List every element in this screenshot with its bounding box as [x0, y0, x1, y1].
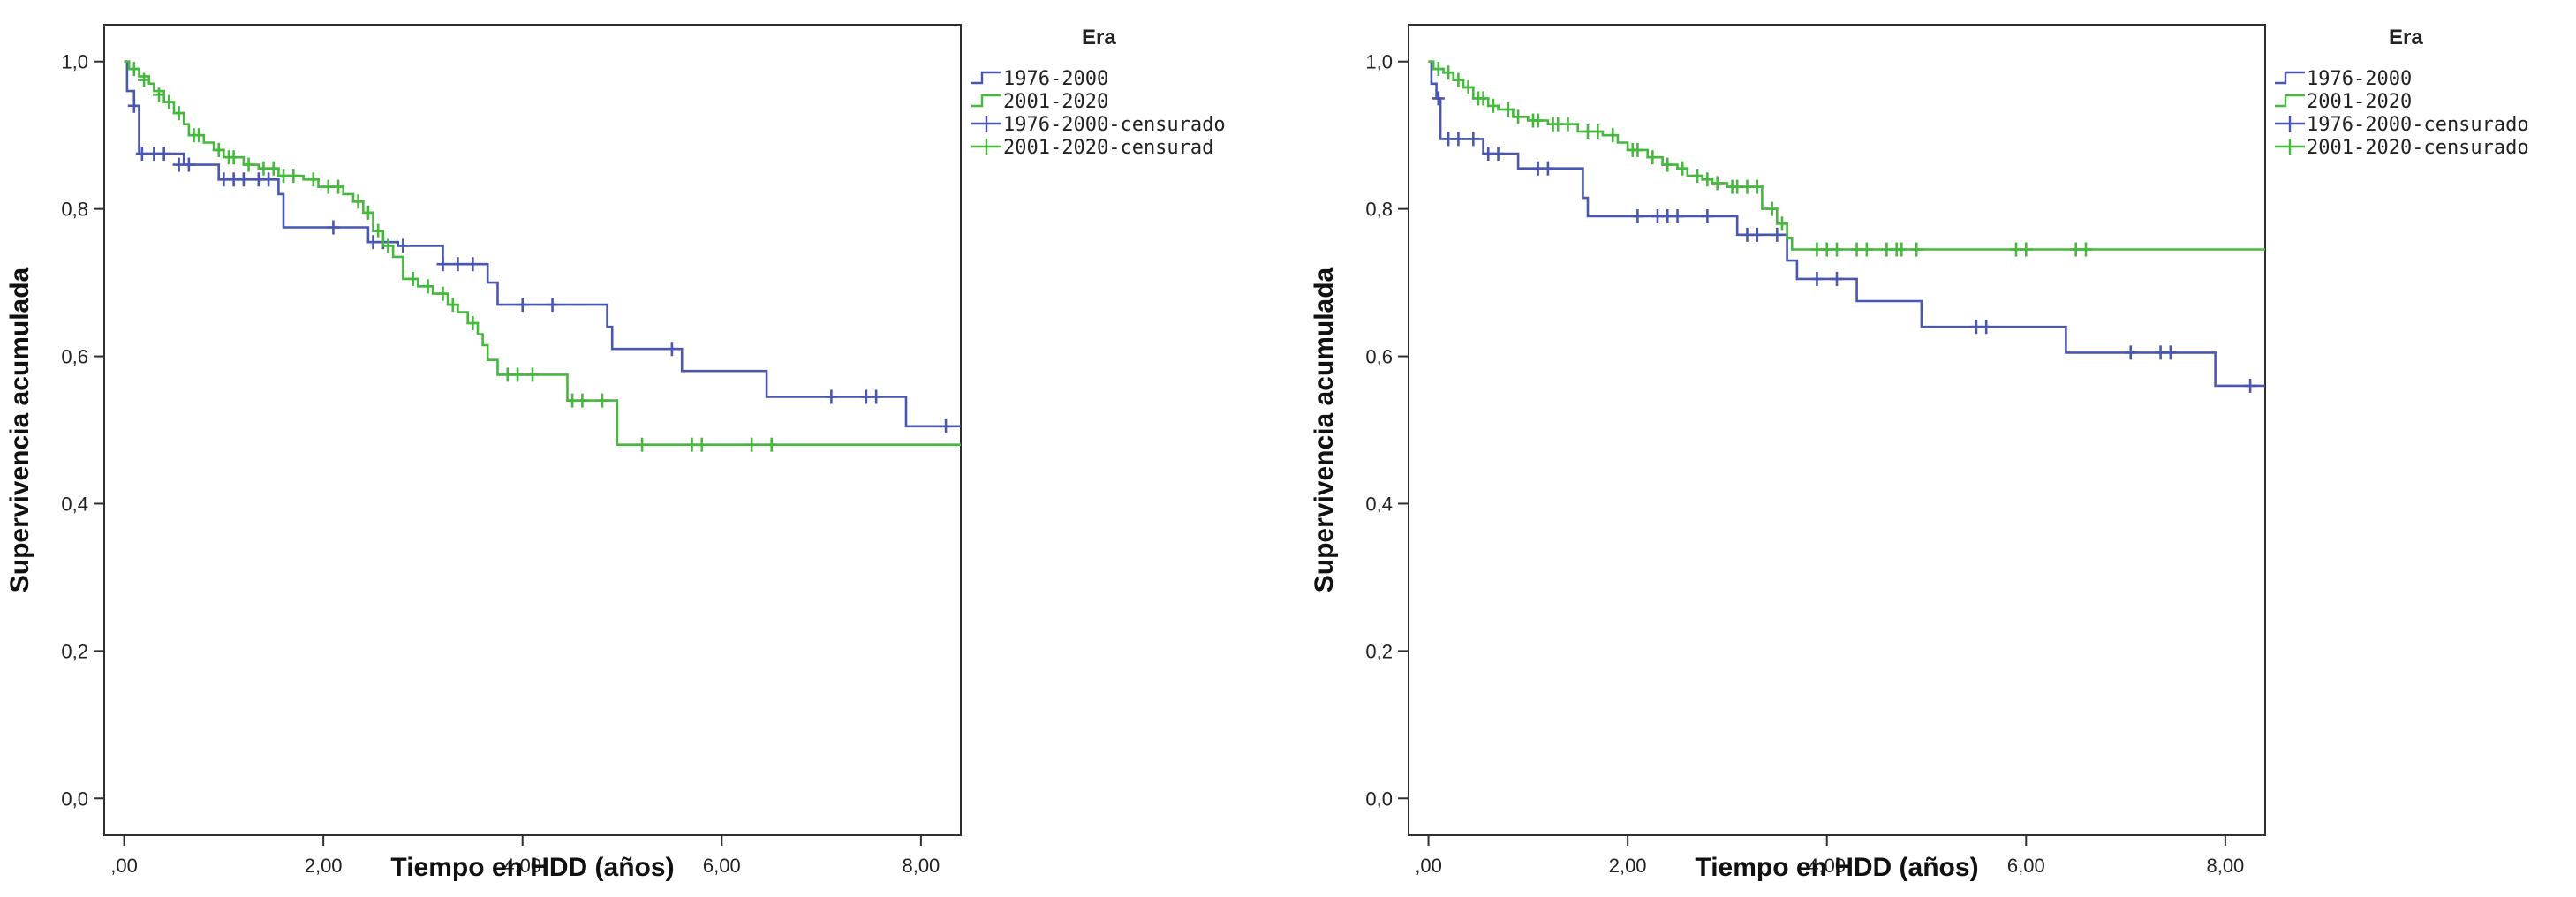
- legend-entry-label: 2001-2020-censurado: [2307, 137, 2529, 159]
- y-tick-label: 0,8: [61, 199, 88, 221]
- survival-curve-1976-2000: [124, 60, 961, 428]
- legend: Era 1976-20002001-20201976-2000-censurado…: [971, 26, 1226, 159]
- y-tick-label: 0,2: [61, 640, 88, 662]
- legend-swatch-step: [2275, 94, 2305, 108]
- x-axis-title: Tiempo en HDD (años): [1695, 853, 1978, 882]
- y-tick-label: 0,4: [61, 493, 88, 515]
- legend-entry-label: 1976-2000-censurado: [1003, 114, 1226, 136]
- legend-entry-label: 2001-2020: [2307, 91, 2412, 113]
- legend-entry-label: 1976-2000: [2307, 68, 2412, 90]
- x-tick-label: 2,00: [1609, 855, 1647, 877]
- legend-swatch-step: [2275, 71, 2305, 85]
- km-chart-right: 0,0 0,2 0,4 0,6 0,8 1,0 ,00 2,00 4,00 6,00 8,00 Sup…: [1310, 24, 2529, 882]
- y-tick-label: 0,0: [61, 788, 88, 810]
- plot-area: [1408, 24, 2266, 836]
- x-tick-label: 2,00: [305, 855, 343, 877]
- x-tick-label: 4,00: [503, 855, 541, 877]
- legend-swatch-step: [971, 71, 1001, 85]
- chart-panel-left: 0,0 0,2 0,4 0,6 0,8 1,0 ,00 2,00 4,00 6,00 8,00 Sup…: [0, 0, 1280, 897]
- x-tick-label: ,00: [1415, 855, 1442, 877]
- y-tick-label: 0,0: [1365, 788, 1393, 810]
- x-tick-label: 8,00: [902, 855, 940, 877]
- legend-swatch-step: [971, 94, 1001, 108]
- y-tick-label: 0,8: [1365, 199, 1393, 221]
- series-group-1976-2000: [1428, 60, 2265, 393]
- y-tick-label: 1,0: [61, 51, 88, 73]
- x-tick-label: ,00: [110, 855, 138, 877]
- series-group-1976-2000: [124, 60, 961, 433]
- x-tick-label: 6,00: [703, 855, 741, 877]
- y-tick-label: 0,4: [1365, 493, 1393, 515]
- legend-entry-label: 1976-2000-censurado: [2307, 114, 2529, 136]
- survival-curve-2001-2020: [124, 60, 961, 446]
- legend-title: Era: [1082, 26, 1116, 49]
- legend-entry-label: 2001-2020: [1003, 91, 1108, 113]
- series-group-2001-2020: [124, 60, 961, 452]
- y-tick-label: 1,0: [1365, 51, 1393, 73]
- y-tick-label: 0,6: [1365, 346, 1393, 368]
- x-tick-label: 8,00: [2206, 855, 2244, 877]
- legend: Era 1976-20002001-20201976-2000-censurado…: [2275, 26, 2529, 159]
- y-tick-label: 0,2: [1365, 640, 1393, 662]
- x-tick-label: 6,00: [2007, 855, 2045, 877]
- legend-title: Era: [2389, 26, 2423, 49]
- chart-panel-right: 0,0 0,2 0,4 0,6 0,8 1,0 ,00 2,00 4,00 6,00 8,00 Sup…: [1285, 0, 2574, 897]
- y-axis-title: Supervivencia acumulada: [1310, 267, 1339, 592]
- plot-area: [103, 24, 962, 836]
- y-tick-label: 0,6: [61, 346, 88, 368]
- y-axis-title: Supervivencia acumulada: [5, 267, 34, 592]
- legend-entry-label: 2001-2020-censurad: [1003, 137, 1213, 159]
- x-tick-label: 4,00: [1808, 855, 1846, 877]
- series-group-2001-2020: [1428, 60, 2265, 257]
- km-chart-left: 0,0 0,2 0,4 0,6 0,8 1,0 ,00 2,00 4,00 6,00 8,00 Sup…: [5, 24, 1226, 882]
- legend-entry-label: 1976-2000: [1003, 68, 1108, 90]
- x-axis-title: Tiempo en HDD (años): [390, 853, 674, 882]
